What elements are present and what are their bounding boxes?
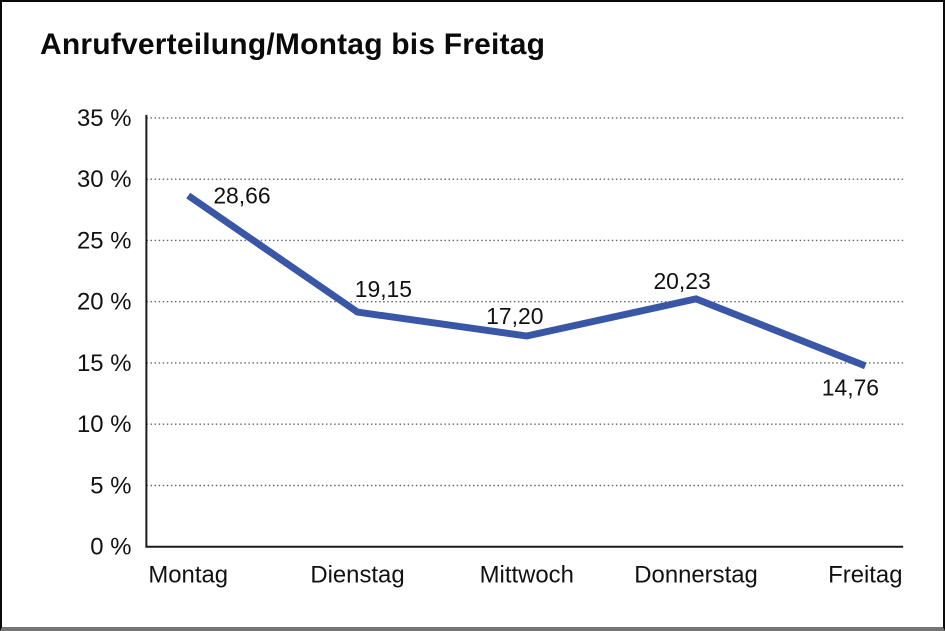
y-tick-label: 20 % (77, 289, 131, 316)
data-point-label: 17,20 (486, 303, 543, 329)
y-tick-label: 15 % (77, 350, 131, 377)
y-tick-label: 30 % (77, 166, 131, 193)
data-point-label: 28,66 (213, 183, 270, 209)
y-tick-label: 35 % (77, 105, 131, 132)
data-line (186, 192, 867, 370)
x-category-label: Dienstag (310, 561, 404, 588)
y-tick-label: 10 % (77, 411, 131, 438)
chart-title: Anrufverteilung/Montag bis Freitag (40, 28, 546, 61)
x-category-label: Donnerstag (634, 561, 758, 588)
data-point-label: 20,23 (653, 268, 710, 294)
x-category-label: Montag (148, 561, 228, 588)
x-category-label: Mittwoch (480, 561, 574, 588)
data-point-label: 14,76 (822, 375, 879, 401)
y-tick-label: 5 % (90, 472, 131, 499)
y-tick-label: 25 % (77, 227, 131, 254)
data-point-label: 19,15 (355, 276, 412, 302)
y-tick-label: 0 % (90, 534, 131, 561)
x-category-label: Freitag (828, 561, 902, 588)
